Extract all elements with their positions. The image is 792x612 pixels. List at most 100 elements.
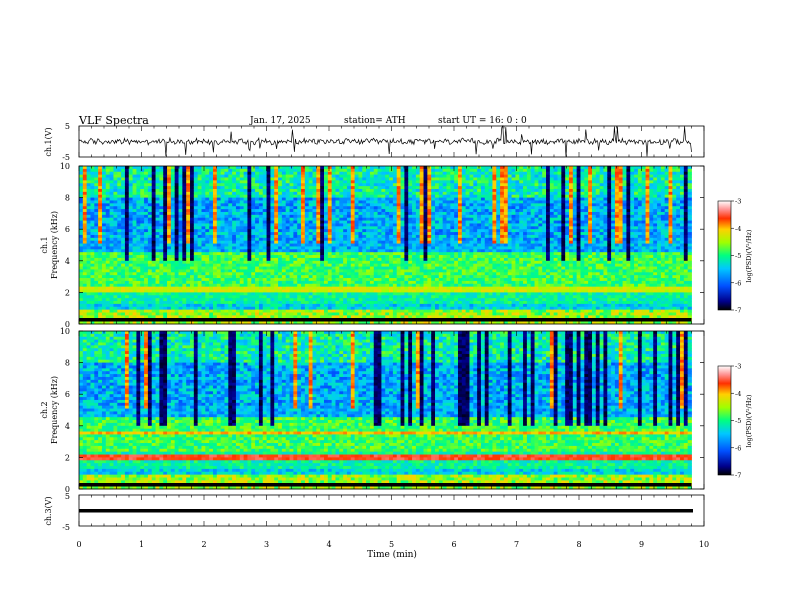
- spec1-cell: [212, 234, 218, 239]
- spec1-cell: [419, 200, 424, 204]
- spec1-cell: [362, 292, 367, 296]
- spec1-cell: [140, 321, 145, 325]
- spec1-cell: [201, 321, 206, 325]
- spec1-cell: [274, 186, 279, 190]
- spec1-cell: [335, 183, 340, 187]
- spec1-cell: [312, 240, 317, 244]
- spec1-cell: [385, 217, 390, 221]
- spec1-cell: [366, 263, 371, 267]
- spec1-cell: [293, 280, 298, 285]
- spec1-cell: [266, 220, 271, 224]
- spec1-cell: [285, 295, 290, 299]
- spec1-cell: [301, 283, 306, 288]
- spec1-cell: [308, 301, 313, 305]
- header-station: station= ATH: [344, 116, 406, 126]
- spec1-cell: [304, 289, 310, 293]
- spec1-cell: [121, 166, 126, 170]
- spec1-cell: [369, 280, 375, 285]
- spec1-cell: [419, 191, 424, 196]
- spec1-cell: [79, 321, 84, 325]
- spec1-cell: [373, 272, 378, 276]
- spec1-cell: [113, 283, 118, 288]
- spec1-cell: [98, 272, 103, 276]
- spec1-cell: [190, 226, 195, 230]
- spec1-cell: [121, 168, 126, 173]
- spec1-cell: [239, 203, 245, 207]
- spec1-cell: [178, 183, 183, 187]
- spec1-cell: [90, 289, 95, 293]
- spec1-cell: [404, 289, 409, 293]
- spec1-cell: [128, 194, 133, 198]
- spec1-cell: [94, 283, 99, 288]
- spec1-cell: [262, 289, 267, 293]
- spec1-cell: [212, 177, 218, 181]
- spec1-cell: [423, 243, 428, 247]
- spec1-cell: [258, 200, 264, 204]
- spec1-cell: [373, 232, 378, 236]
- spec1-cell: [193, 237, 199, 242]
- spec1-cell: [201, 197, 206, 201]
- spec1-cell: [285, 214, 290, 219]
- spec1-cell: [155, 214, 160, 219]
- spec1-cell: [362, 177, 367, 181]
- spec1-cell: [400, 226, 405, 230]
- spec1-cell: [389, 275, 394, 279]
- spec1-cell: [98, 283, 103, 288]
- spec1-cell: [316, 263, 321, 267]
- spec1-cell: [186, 306, 191, 311]
- spec1-cell: [258, 292, 264, 296]
- spec1-cell: [86, 220, 91, 224]
- spec1-cell: [251, 188, 256, 193]
- spec1-cell: [186, 220, 191, 224]
- spec1-cell: [105, 269, 111, 273]
- spec1-cell: [239, 272, 245, 276]
- spec1-cell: [289, 298, 294, 302]
- spec1-cell: [389, 269, 394, 273]
- spec1-cell: [301, 257, 306, 262]
- spec1-cell: [339, 171, 344, 176]
- spec1-cell: [105, 223, 111, 227]
- spec1-cell: [216, 229, 222, 233]
- spec1-cell: [105, 295, 111, 299]
- spec1-cell: [159, 275, 164, 279]
- spec1-cell: [101, 203, 107, 207]
- spec1-cell: [262, 280, 267, 285]
- spec1-cell: [228, 211, 233, 216]
- spec1-cell: [366, 321, 371, 325]
- spec1-cell: [232, 321, 237, 325]
- spec1-cell: [293, 229, 298, 233]
- spec1-cell: [174, 249, 179, 253]
- spec1-cell: [101, 232, 107, 236]
- spec1-cell: [121, 226, 126, 230]
- spec1-cell: [197, 243, 202, 247]
- spec1-cell: [132, 255, 137, 259]
- spec1-cell: [369, 312, 375, 316]
- spec1-cell: [362, 240, 367, 244]
- spec1-cell: [412, 168, 417, 173]
- spec1-cell: [274, 194, 279, 198]
- spec1-cell: [247, 272, 252, 276]
- spec1-cell: [331, 301, 336, 305]
- spec1-cell: [155, 220, 160, 224]
- spec1-cell: [117, 252, 122, 256]
- spec1-cell: [419, 303, 424, 308]
- spec1-cell: [320, 200, 325, 204]
- spec1-cell: [270, 188, 275, 193]
- spec1-cell: [235, 321, 241, 325]
- spec1-cell: [136, 206, 141, 210]
- spec1-cell: [331, 306, 336, 311]
- spec1-cell: [167, 292, 172, 296]
- spec1-cell: [235, 249, 241, 253]
- spec1-cell: [255, 272, 260, 276]
- spec1-cell: [155, 252, 160, 256]
- spec1-cell: [312, 177, 317, 181]
- spec1-cell: [350, 223, 356, 227]
- spec1-cell: [255, 229, 260, 233]
- spec1-cell: [212, 180, 218, 184]
- spec1-cell: [190, 243, 195, 247]
- spec1-cell: [235, 197, 241, 201]
- spec1-cell: [385, 197, 390, 201]
- spec1-cell: [186, 203, 191, 207]
- spec1-cell: [297, 321, 302, 325]
- spec1-cell: [109, 266, 114, 270]
